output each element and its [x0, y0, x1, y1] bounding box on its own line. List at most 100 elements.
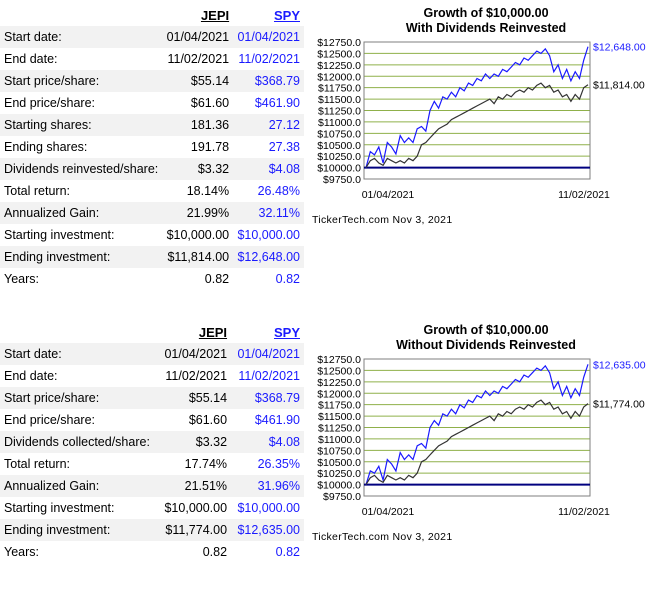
spy-value: $368.79 [233, 70, 304, 92]
table-row: End price/share: $61.60 $461.90 [0, 92, 304, 114]
stats-table: JEPI SPY Start date: 01/04/2021 01/04/2021… [0, 321, 304, 563]
row-label: Ending shares: [4, 140, 88, 154]
jepi-series-line [365, 399, 589, 485]
row-label: Start price/share: [0, 70, 163, 92]
stats-table: JEPI SPY Start date: 01/04/2021 01/04/2021… [0, 4, 304, 290]
table-row: Ending investment: $11,774.00 $12,635.00 [0, 519, 304, 541]
row-label: End price/share: [4, 96, 96, 110]
header-spy[interactable]: SPY [273, 324, 300, 340]
y-tick-label: $12250.0 [317, 377, 361, 389]
row-label: End date: [4, 52, 58, 66]
y-tick-label: $12000.0 [317, 71, 361, 83]
y-tick-label: $10500.0 [317, 140, 361, 152]
row-label: Starting investment: [4, 501, 115, 515]
y-tick-label: $10250.0 [317, 468, 361, 480]
jepi-value: $10,000.00 [166, 228, 230, 242]
x-end-label: 11/02/2021 [558, 506, 610, 518]
y-tick-label: $9750.0 [323, 174, 361, 186]
jepi-value: 191.78 [190, 140, 230, 154]
row-label: Start date: [0, 343, 159, 365]
header-jepi[interactable]: JEPI [200, 7, 230, 23]
y-tick-label: $10500.0 [317, 457, 361, 469]
y-tick-label: $12000.0 [317, 388, 361, 400]
spy-value: 11/02/2021 [238, 369, 300, 383]
plot-frame [363, 41, 591, 180]
spy-value: 26.48% [257, 184, 300, 198]
spy-value: 32.11% [233, 202, 304, 224]
jepi-value: 181.36 [162, 114, 234, 136]
spy-value: $461.90 [254, 413, 300, 427]
header-spy[interactable]: SPY [273, 7, 300, 23]
row-label: Dividends reinvested/share: [0, 158, 163, 180]
table-row: End price/share: $61.60 $461.90 [0, 409, 304, 431]
row-label: Total return: [4, 457, 71, 471]
chart-title: Growth of $10,000.00 [423, 323, 548, 337]
spy-value: 31.96% [231, 475, 304, 497]
panel-with-dividends: JEPI SPY Start date: 01/04/2021 01/04/2021… [0, 4, 656, 286]
row-label: Years: [4, 272, 39, 286]
y-tick-label: $11250.0 [318, 106, 361, 118]
table-row: Total return: 18.14% 26.48% [0, 180, 304, 202]
table-row: Annualized Gain: 21.99% 32.11% [0, 202, 304, 224]
credit-text: TickerTech.com Nov 3, 2021 [312, 531, 452, 543]
spy-value: 11/02/2021 [238, 52, 300, 66]
jepi-value: $61.60 [188, 413, 228, 427]
spy-value: 01/04/2021 [233, 26, 304, 48]
jepi-series-line [365, 82, 589, 168]
y-tick-label: $11000.0 [318, 434, 361, 446]
spy-value: $10,000.00 [237, 228, 300, 242]
header-blank [0, 321, 158, 343]
table-row: Start price/share: $55.14 $368.79 [0, 70, 304, 92]
y-tick-label: $11500.0 [318, 411, 361, 423]
jepi-end-label: $11,774.00 [593, 399, 645, 411]
y-tick-label: $10750.0 [317, 128, 361, 140]
row-label: Annualized Gain: [0, 475, 159, 497]
y-tick-label: $11750.0 [318, 400, 361, 412]
jepi-value: 01/04/2021 [158, 343, 232, 365]
spy-series-line [365, 364, 589, 485]
table-row: Start price/share: $55.14 $368.79 [0, 387, 304, 409]
row-label: Years: [4, 545, 39, 559]
spy-value: $10,000.00 [237, 501, 300, 515]
growth-chart: Growth of $10,000.00 Without Dividends Re… [306, 321, 656, 591]
spy-value: $12,648.00 [233, 246, 304, 268]
table-row: Start date: 01/04/2021 01/04/2021 [0, 26, 304, 48]
spy-value: $4.08 [233, 158, 304, 180]
jepi-value: $55.14 [158, 387, 232, 409]
table-row: Total return: 17.74% 26.35% [0, 453, 304, 475]
header-jepi[interactable]: JEPI [198, 324, 228, 340]
y-tick-label: $11250.0 [318, 423, 361, 435]
table-row: Starting investment: $10,000.00 $10,000.00 [0, 497, 304, 519]
chart-subtitle: With Dividends Reinvested [406, 21, 566, 35]
row-label: Starting shares: [0, 114, 163, 136]
table-row: Years: 0.82 0.82 [0, 541, 304, 563]
row-label: Start date: [0, 26, 163, 48]
table-row: Starting shares: 181.36 27.12 [0, 114, 304, 136]
x-end-label: 11/02/2021 [558, 189, 610, 201]
table-row: Dividends reinvested/share: $3.32 $4.08 [0, 158, 304, 180]
row-label: End date: [4, 369, 58, 383]
row-label: Dividends collected/share: [0, 431, 159, 453]
y-tick-label: $10250.0 [317, 151, 361, 163]
jepi-value: $3.32 [162, 158, 234, 180]
row-label: Ending investment: [0, 246, 163, 268]
jepi-value: 17.74% [184, 457, 228, 471]
jepi-value: 01/04/2021 [162, 26, 234, 48]
spy-value: 0.82 [275, 272, 300, 286]
y-tick-label: $12500.0 [317, 48, 361, 60]
y-tick-label: $10750.0 [317, 445, 361, 457]
spy-value: $12,635.00 [231, 519, 304, 541]
spy-value: 0.82 [275, 545, 300, 559]
header-blank [0, 4, 162, 26]
jepi-value: $55.14 [162, 70, 234, 92]
y-tick-label: $10000.0 [317, 163, 361, 175]
chart-title: Growth of $10,000.00 [423, 6, 548, 20]
y-tick-label: $10000.0 [317, 480, 361, 492]
panel-without-dividends: JEPI SPY Start date: 01/04/2021 01/04/2021… [0, 321, 656, 591]
y-tick-label: $9750.0 [323, 491, 361, 503]
table-row: Start date: 01/04/2021 01/04/2021 [0, 343, 304, 365]
jepi-value: 0.82 [202, 545, 228, 559]
spy-end-label: $12,635.00 [593, 359, 646, 371]
spy-value: $368.79 [231, 387, 304, 409]
